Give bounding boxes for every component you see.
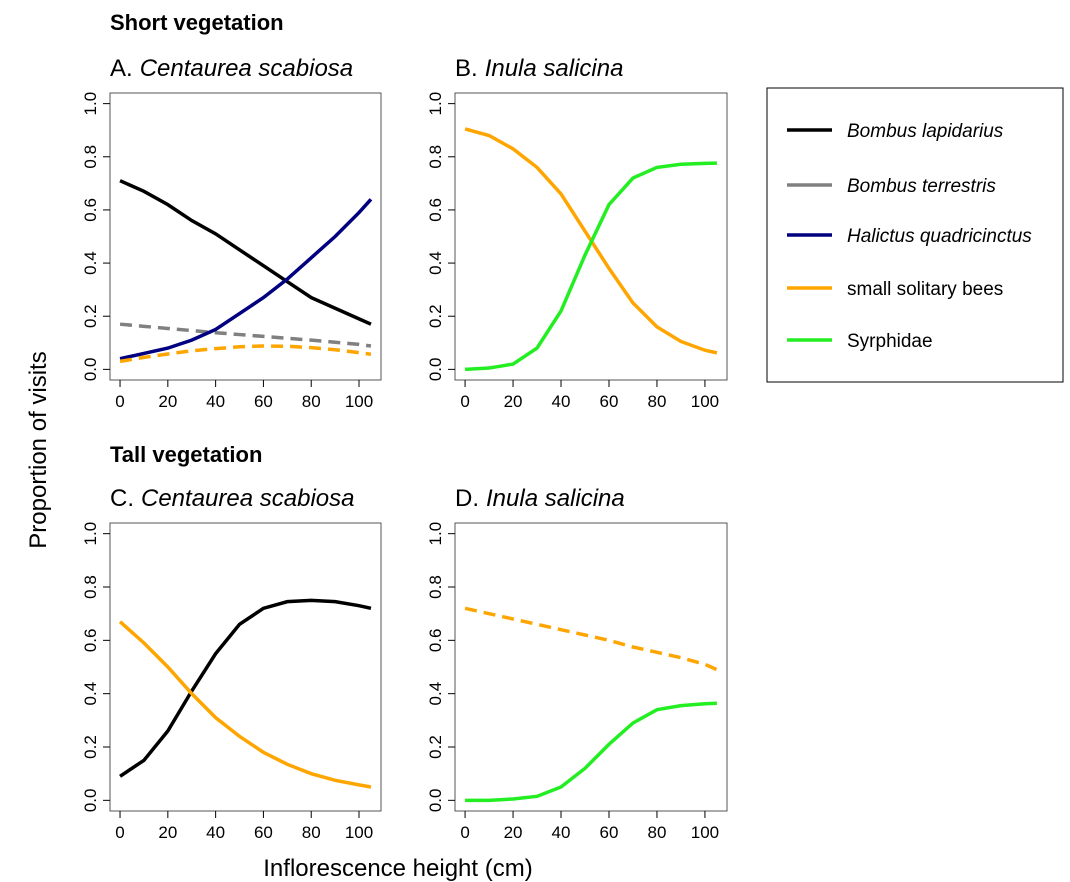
y-tick-label: 1.0: [81, 92, 100, 116]
panel-species: Inula salicina: [485, 55, 624, 82]
panel-label: C.: [110, 485, 134, 512]
series-line: [119, 198, 373, 361]
y-tick-label: 0.4: [81, 251, 100, 275]
legend-label: Syrphidae: [847, 331, 933, 352]
y-tick-label: 1.0: [426, 92, 445, 116]
series-line: [464, 127, 718, 355]
panel-title: D. Inula salicina: [455, 485, 625, 512]
y-tick-label: 1.0: [81, 522, 100, 546]
series-line: [119, 598, 372, 778]
y-tick-label: 0.6: [81, 198, 100, 222]
y-tick-label: 0.8: [426, 575, 445, 599]
series-line: [119, 322, 372, 348]
plot-box: [454, 522, 728, 812]
series-line: [464, 161, 717, 372]
y-tick-label: 0.6: [426, 198, 445, 222]
y-tick-label: 0.0: [81, 789, 100, 813]
series-line: [119, 344, 372, 364]
y-tick-label: 0.8: [426, 145, 445, 169]
y-tick-label: 1.0: [426, 522, 445, 546]
series-line: [118, 620, 372, 789]
y-tick-label: 0.2: [81, 735, 100, 759]
panel-title: C. Centaurea scabiosa: [110, 485, 354, 512]
panel-title: B. Inula salicina: [455, 55, 623, 82]
x-axis-label: Inflorescence height (cm): [263, 855, 532, 882]
panel-species: Centaurea scabiosa: [141, 485, 354, 512]
y-tick-label: 0.0: [426, 789, 445, 813]
x-tick-label: 40: [552, 823, 571, 842]
x-tick-label: 40: [552, 392, 571, 411]
x-tick-label: 20: [504, 823, 523, 842]
panel-species: Inula salicina: [486, 485, 625, 512]
panel-label: A.: [110, 55, 133, 82]
x-tick-label: 20: [158, 392, 177, 411]
y-tick-label: 0.8: [81, 575, 100, 599]
y-axis-label: Proportion of visits: [25, 351, 52, 548]
series-line: [465, 701, 718, 803]
x-tick-label: 80: [648, 823, 667, 842]
y-tick-label: 0.8: [81, 145, 100, 169]
x-tick-label: 0: [115, 392, 124, 411]
panel-label: B.: [455, 55, 478, 82]
panel-species: Centaurea scabiosa: [140, 55, 353, 82]
x-tick-label: 80: [302, 392, 321, 411]
x-tick-label: 60: [600, 823, 619, 842]
panel-label: D.: [455, 485, 479, 512]
legend-label: Halictus quadricinctus: [847, 226, 1032, 247]
y-tick-label: 0.2: [426, 304, 445, 328]
legend-label: Bombus lapidarius: [847, 121, 1004, 142]
y-tick-label: 0.2: [81, 304, 100, 328]
x-tick-label: 40: [206, 823, 225, 842]
legend-label: Bombus terrestris: [847, 176, 996, 197]
x-tick-label: 20: [158, 823, 177, 842]
y-tick-label: 0.4: [426, 682, 445, 706]
y-tick-label: 0.0: [81, 358, 100, 382]
legend-label: small solitary bees: [847, 279, 1003, 300]
x-tick-label: 0: [460, 392, 469, 411]
x-tick-label: 60: [254, 392, 273, 411]
x-tick-label: 100: [345, 392, 373, 411]
plot-box: [109, 522, 382, 812]
panel-title: A. Centaurea scabiosa: [110, 55, 353, 82]
x-tick-label: 60: [254, 823, 273, 842]
plot-box: [109, 92, 382, 381]
y-tick-label: 0.4: [81, 682, 100, 706]
x-tick-label: 80: [648, 392, 667, 411]
section-heading: Short vegetation: [110, 10, 284, 35]
y-tick-label: 0.0: [426, 358, 445, 382]
x-tick-label: 60: [600, 392, 619, 411]
x-tick-label: 80: [302, 823, 321, 842]
legend-box: [766, 87, 1064, 383]
plot-box: [454, 92, 728, 381]
x-tick-label: 100: [691, 823, 719, 842]
y-tick-label: 0.4: [426, 251, 445, 275]
section-heading: Tall vegetation: [110, 442, 262, 467]
x-tick-label: 20: [504, 392, 523, 411]
y-tick-label: 0.2: [426, 735, 445, 759]
x-tick-label: 40: [206, 392, 225, 411]
x-tick-label: 100: [345, 823, 373, 842]
y-tick-label: 0.6: [81, 629, 100, 653]
series-line: [464, 606, 718, 672]
series-line: [119, 179, 372, 326]
x-tick-label: 100: [691, 392, 719, 411]
x-tick-label: 0: [460, 823, 469, 842]
x-tick-label: 0: [115, 823, 124, 842]
y-tick-label: 0.6: [426, 629, 445, 653]
